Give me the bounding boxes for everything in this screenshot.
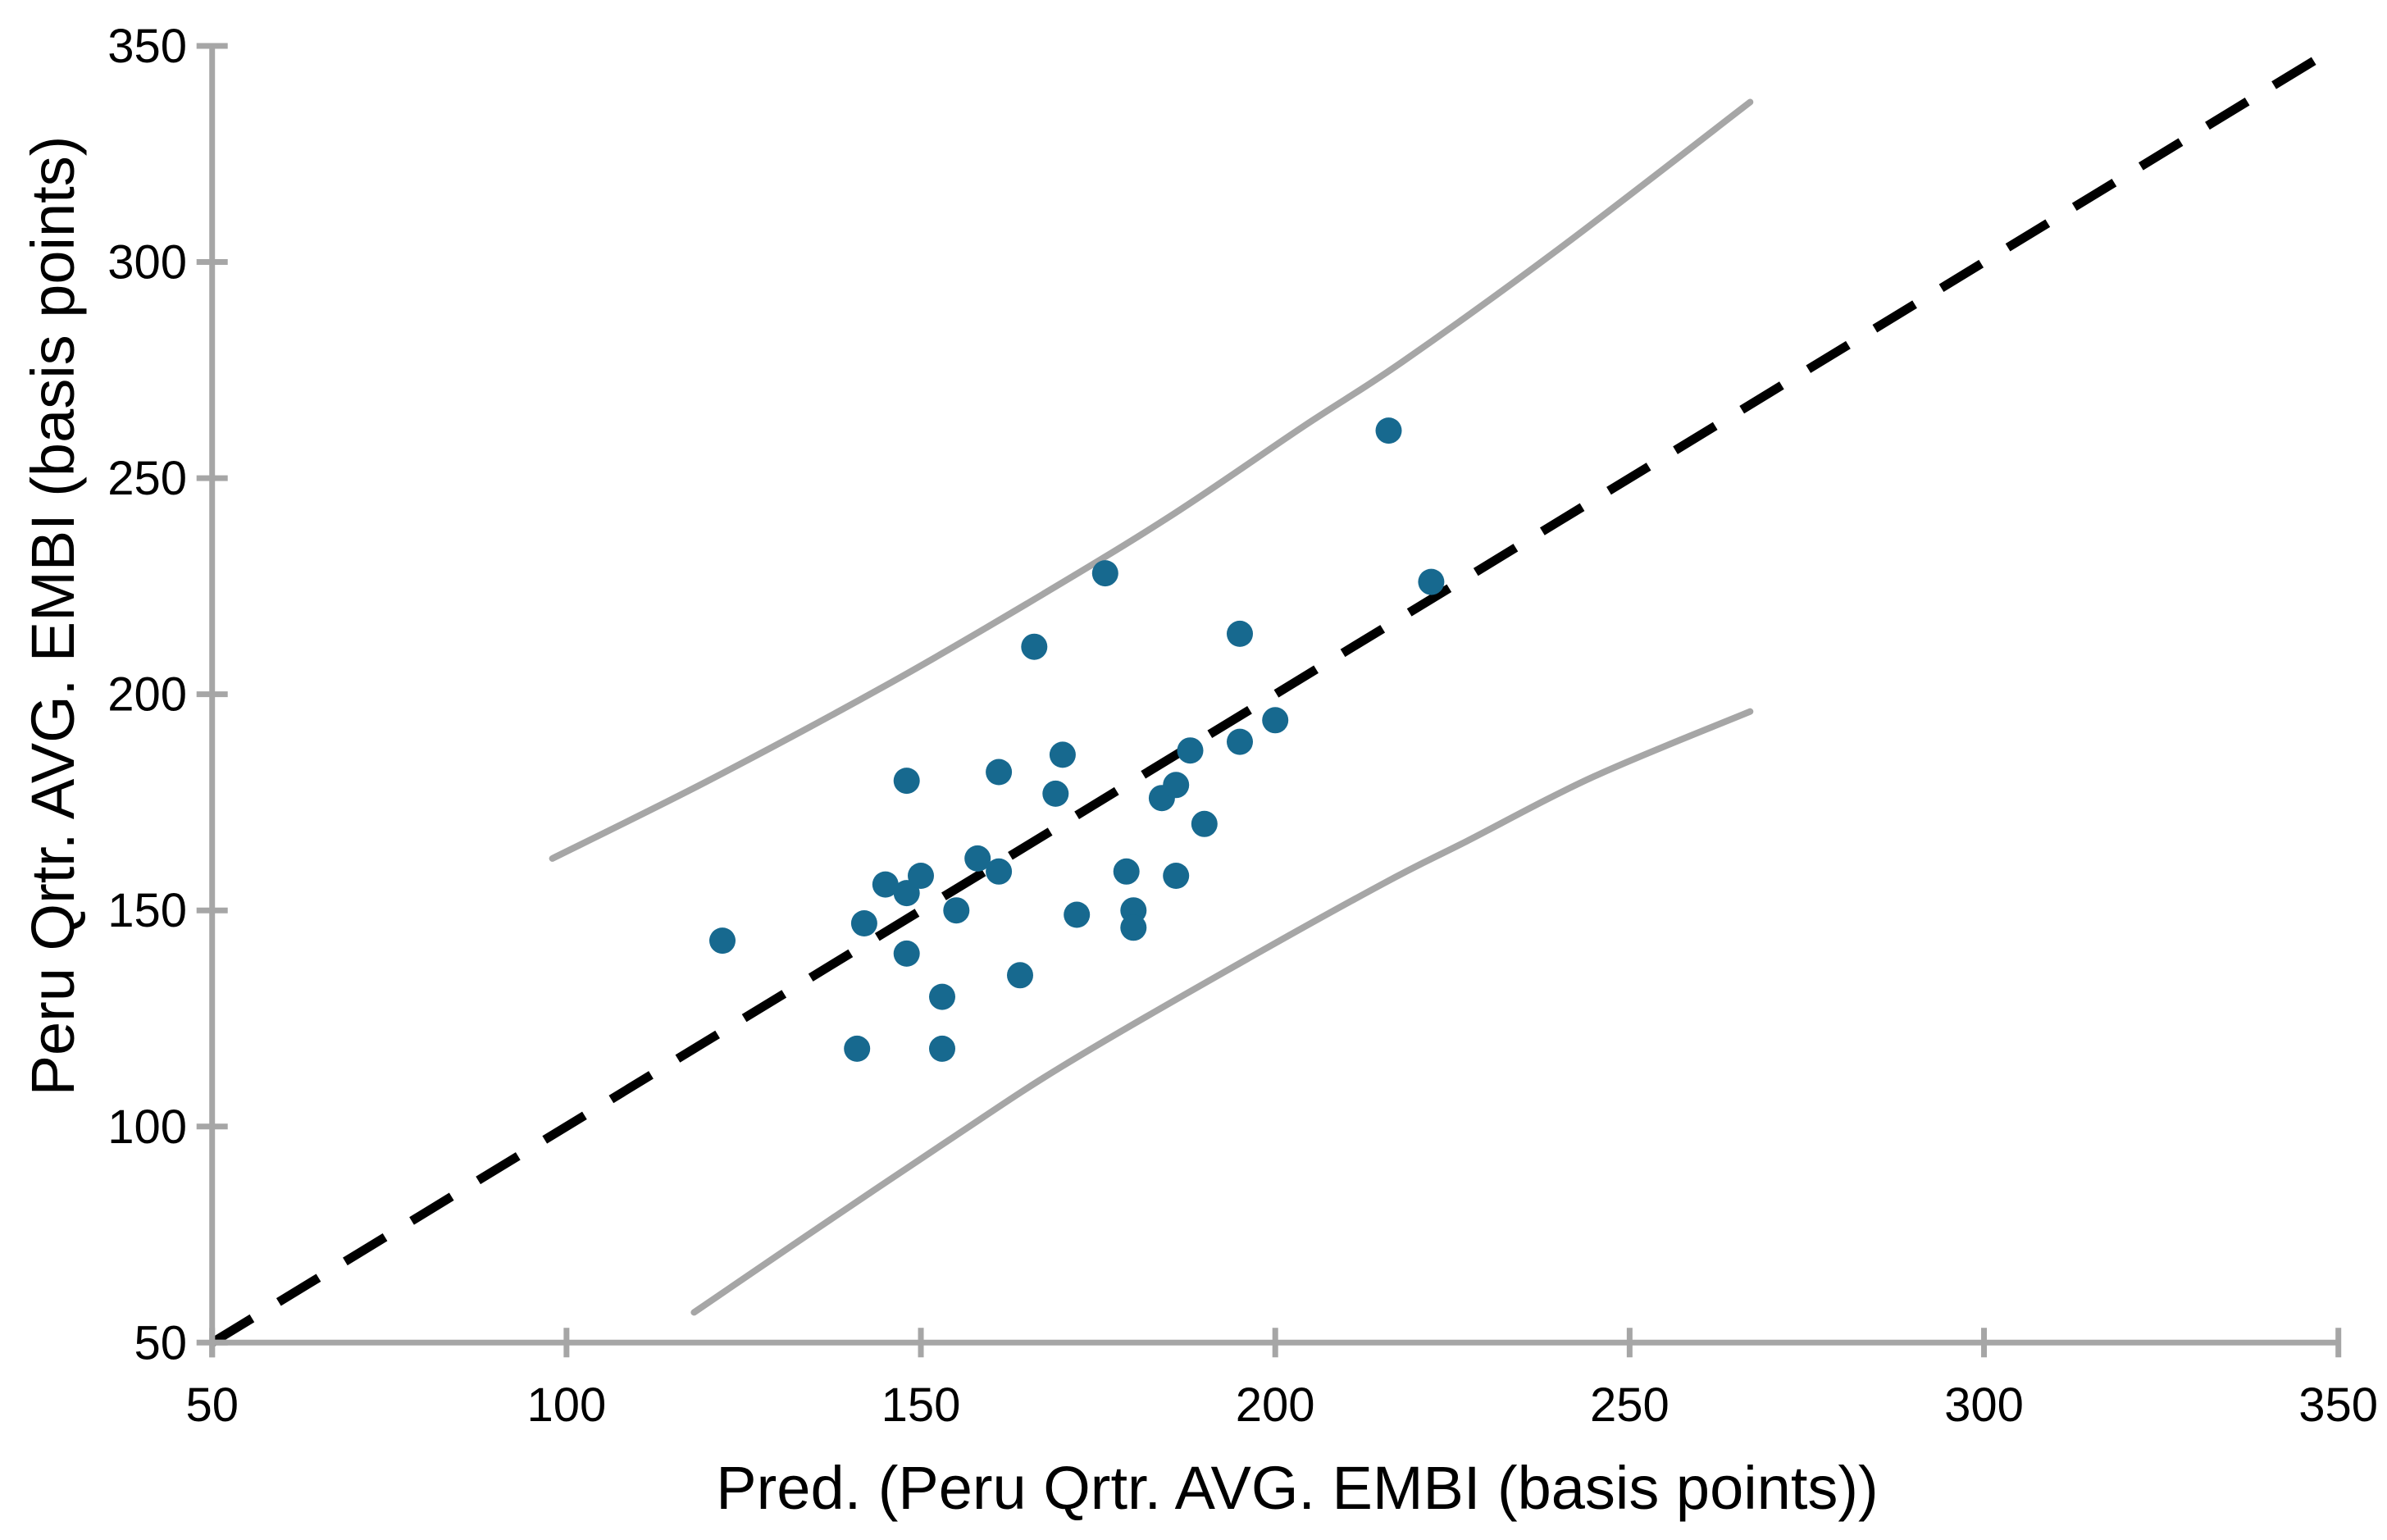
y-ticks: 50 100 150 200 250 300 350 [107,20,228,1369]
data-point [1191,810,1218,837]
data-point [1262,707,1289,734]
data-point [1049,741,1076,768]
y-tick-label: 100 [107,1100,187,1154]
data-point [850,910,877,936]
data-point [929,983,955,1010]
x-tick-label: 100 [526,1378,606,1432]
data-point [893,768,920,795]
data-point [1418,568,1445,595]
data-point [1163,772,1190,799]
data-point [1091,560,1118,587]
data-point [1163,863,1190,889]
data-point [1113,858,1140,885]
y-tick-label: 250 [107,452,187,505]
data-point [964,845,991,872]
data-point [943,897,970,924]
data-point [872,871,899,898]
y-tick-label: 300 [107,236,187,289]
x-axis-title: Pred. (Peru Qrtr. AVG. EMBI (basis point… [716,1454,1878,1522]
data-point [986,858,1013,885]
x-tick-label: 200 [1236,1378,1315,1432]
data-point [1064,901,1091,928]
data-point [1021,633,1048,660]
x-tick-label: 300 [1944,1378,2024,1432]
data-point [1042,780,1069,807]
data-point [893,880,920,907]
data-point [1177,737,1204,764]
y-tick-label: 50 [134,1316,187,1369]
data-points [709,417,1445,1062]
data-point [1227,728,1253,755]
data-point [986,759,1013,786]
y-tick-label: 200 [107,668,187,722]
y-tick-label: 150 [107,884,187,937]
x-tick-label: 150 [881,1378,961,1432]
data-point [1375,417,1402,444]
confidence-bands [549,98,1754,1316]
data-point [709,927,736,955]
identity-line [209,42,2341,1346]
x-tick-label: 350 [2298,1378,2378,1432]
y-axis-title: Peru Qrtr. AVG. EMBI (basis points) [19,136,87,1096]
data-point [844,1035,871,1062]
y-tick-label: 350 [107,20,187,73]
data-point [929,1035,955,1062]
data-point [1120,914,1147,941]
data-point [893,940,920,967]
confidence-band-lower [690,708,1754,1316]
data-point [908,863,934,889]
confidence-band-upper [549,98,1754,862]
x-tick-label: 250 [1590,1378,1670,1432]
x-tick-label: 50 [185,1378,239,1432]
data-point [1227,620,1253,647]
data-point [1007,962,1033,989]
x-ticks: 50 100 150 200 250 300 350 [185,1328,2378,1432]
